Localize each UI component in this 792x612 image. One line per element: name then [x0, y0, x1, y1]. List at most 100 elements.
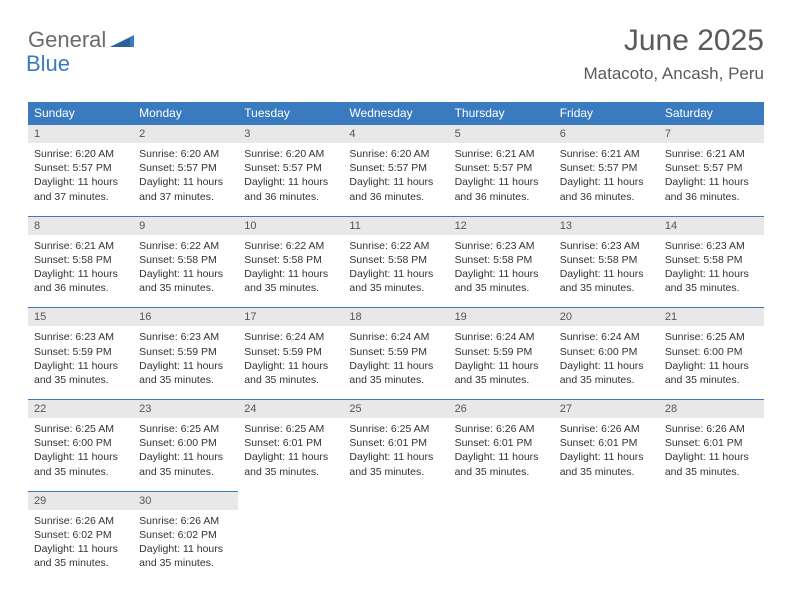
date-cell-empty [659, 491, 764, 510]
day-cell: Sunrise: 6:22 AMSunset: 5:58 PMDaylight:… [133, 235, 238, 308]
date-cell: 25 [343, 400, 448, 419]
day-cell: Sunrise: 6:24 AMSunset: 6:00 PMDaylight:… [554, 326, 659, 399]
day-cell: Sunrise: 6:26 AMSunset: 6:02 PMDaylight:… [133, 510, 238, 583]
day-cell: Sunrise: 6:24 AMSunset: 5:59 PMDaylight:… [343, 326, 448, 399]
daylight-text: Daylight: 11 hours [34, 451, 118, 463]
day-cell: Sunrise: 6:21 AMSunset: 5:58 PMDaylight:… [28, 235, 133, 308]
daylight-text: and 36 minutes. [560, 191, 635, 203]
sunrise-text: Sunrise: 6:26 AM [665, 423, 745, 435]
daylight-text: and 36 minutes. [244, 191, 319, 203]
weekday-header: Thursday [449, 102, 554, 125]
day-cell-empty [659, 510, 764, 583]
sunset-text: Sunset: 5:59 PM [244, 346, 322, 358]
date-cell: 5 [449, 125, 554, 144]
sunrise-text: Sunrise: 6:20 AM [139, 148, 219, 160]
daylight-text: Daylight: 11 hours [244, 451, 328, 463]
sunrise-text: Sunrise: 6:26 AM [34, 515, 114, 527]
daylight-text: and 36 minutes. [455, 191, 530, 203]
day-cell: Sunrise: 6:26 AMSunset: 6:01 PMDaylight:… [554, 418, 659, 491]
day-cell-empty [238, 510, 343, 583]
weekday-header: Saturday [659, 102, 764, 125]
logo-text: General Blue [28, 28, 134, 75]
day-cell: Sunrise: 6:20 AMSunset: 5:57 PMDaylight:… [238, 143, 343, 216]
sunset-text: Sunset: 5:58 PM [560, 254, 638, 266]
daylight-text: Daylight: 11 hours [34, 268, 118, 280]
daylight-text: Daylight: 11 hours [244, 176, 328, 188]
date-cell: 22 [28, 400, 133, 419]
day-cell: Sunrise: 6:23 AMSunset: 5:58 PMDaylight:… [659, 235, 764, 308]
date-cell: 17 [238, 308, 343, 327]
daylight-text: Daylight: 11 hours [349, 268, 433, 280]
date-cell: 14 [659, 216, 764, 235]
sunset-text: Sunset: 5:59 PM [139, 346, 217, 358]
daylight-text: Daylight: 11 hours [139, 543, 223, 555]
daylight-text: Daylight: 11 hours [349, 451, 433, 463]
calendar-page: General Blue June 2025 Matacoto, Ancash,… [0, 0, 792, 612]
sunset-text: Sunset: 5:58 PM [455, 254, 533, 266]
sunset-text: Sunset: 5:57 PM [455, 162, 533, 174]
day-cell: Sunrise: 6:20 AMSunset: 5:57 PMDaylight:… [133, 143, 238, 216]
daylight-text: and 35 minutes. [455, 374, 530, 386]
day-cell: Sunrise: 6:22 AMSunset: 5:58 PMDaylight:… [238, 235, 343, 308]
sunset-text: Sunset: 5:58 PM [244, 254, 322, 266]
sunset-text: Sunset: 5:58 PM [665, 254, 743, 266]
sunset-text: Sunset: 5:58 PM [349, 254, 427, 266]
date-cell: 13 [554, 216, 659, 235]
day-cell-empty [449, 510, 554, 583]
date-cell: 15 [28, 308, 133, 327]
date-cell: 11 [343, 216, 448, 235]
day-cell: Sunrise: 6:21 AM Sunset: 5:57 PM Daylight:… [449, 143, 554, 216]
sunset-text: Sunset: 6:01 PM [455, 437, 533, 449]
date-row: 22 23 24 25 26 27 28 [28, 400, 764, 419]
daylight-text: Daylight: 11 hours [244, 360, 328, 372]
weekday-header-row: Sunday Monday Tuesday Wednesday Thursday… [28, 102, 764, 125]
date-cell-empty [449, 491, 554, 510]
daylight-text: and 35 minutes. [244, 466, 319, 478]
sunrise-text: Sunrise: 6:23 AM [34, 331, 114, 343]
sunrise-text: Sunrise: 6:20 AM [349, 148, 429, 160]
daylight-text: and 35 minutes. [139, 557, 214, 569]
month-title: June 2025 [584, 24, 765, 58]
sunset-text: Sunset: 6:00 PM [139, 437, 217, 449]
daylight-text: and 36 minutes. [349, 191, 424, 203]
daylight-text: and 37 minutes. [34, 191, 109, 203]
day-cell: Sunrise: 6:23 AMSunset: 5:58 PMDaylight:… [449, 235, 554, 308]
sunrise-text: Sunrise: 6:24 AM [455, 331, 535, 343]
sunrise-text: Sunrise: 6:21 AM [455, 148, 535, 160]
weekday-header: Wednesday [343, 102, 448, 125]
date-cell: 21 [659, 308, 764, 327]
sunset-text: Sunset: 5:57 PM [560, 162, 638, 174]
day-cell: Sunrise: 6:24 AMSunset: 5:59 PMDaylight:… [449, 326, 554, 399]
date-cell-empty [554, 491, 659, 510]
date-cell: 18 [343, 308, 448, 327]
daylight-text: and 35 minutes. [34, 374, 109, 386]
sunrise-text: Sunrise: 6:23 AM [139, 331, 219, 343]
daylight-text: Daylight: 11 hours [560, 451, 644, 463]
day-cell: Sunrise: 6:25 AMSunset: 6:00 PMDaylight:… [133, 418, 238, 491]
daylight-text: Daylight: 11 hours [139, 451, 223, 463]
daylight-text: Daylight: 11 hours [139, 360, 223, 372]
daylight-text: and 35 minutes. [665, 282, 740, 294]
daylight-text: and 35 minutes. [139, 282, 214, 294]
day-cell: Sunrise: 6:26 AMSunset: 6:02 PMDaylight:… [28, 510, 133, 583]
daylight-text: and 36 minutes. [34, 282, 109, 294]
sunset-text: Sunset: 5:59 PM [34, 346, 112, 358]
sunrise-text: Sunrise: 6:24 AM [349, 331, 429, 343]
sunrise-text: Sunrise: 6:26 AM [560, 423, 640, 435]
daylight-text: and 35 minutes. [455, 282, 530, 294]
daylight-text: Daylight: 11 hours [455, 360, 539, 372]
body-row: Sunrise: 6:26 AMSunset: 6:02 PMDaylight:… [28, 510, 764, 583]
daylight-text: Daylight: 11 hours [455, 176, 539, 188]
daylight-text: Daylight: 11 hours [665, 176, 749, 188]
day-cell: Sunrise: 6:25 AMSunset: 6:01 PMDaylight:… [238, 418, 343, 491]
daylight-text: Daylight: 11 hours [560, 360, 644, 372]
sunset-text: Sunset: 5:59 PM [349, 346, 427, 358]
day-cell: Sunrise: 6:24 AM Sunset: 5:59 PM Daylight:… [238, 326, 343, 399]
sunrise-text: Sunrise: 6:24 AM [244, 331, 324, 343]
logo: General Blue [28, 28, 134, 75]
daylight-text: and 35 minutes. [244, 282, 319, 294]
body-row: Sunrise: 6:20 AM Sunset: 5:57 PM Daylight:… [28, 143, 764, 216]
sunrise-text: Sunrise: 6:25 AM [244, 423, 324, 435]
sunrise-text: Sunrise: 6:26 AM [139, 515, 219, 527]
daylight-text: Daylight: 11 hours [560, 268, 644, 280]
